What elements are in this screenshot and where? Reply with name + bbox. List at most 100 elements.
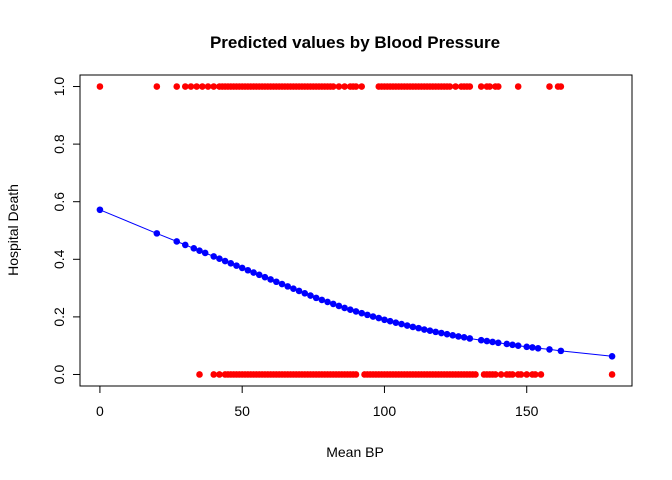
predicted-point bbox=[255, 271, 263, 279]
predicted-point bbox=[284, 283, 292, 290]
predicted-point bbox=[455, 333, 462, 340]
x-axis: 0 50 100 150 bbox=[96, 385, 539, 419]
predicted-point bbox=[449, 332, 457, 339]
observed-death-point bbox=[557, 83, 565, 90]
predicted-point bbox=[415, 324, 422, 332]
predicted-point bbox=[261, 273, 269, 281]
predicted-point bbox=[233, 262, 240, 269]
observed-survival-point bbox=[210, 371, 218, 378]
plot-frame bbox=[79, 74, 633, 387]
predicted-point bbox=[420, 326, 428, 333]
predicted-line bbox=[99, 209, 613, 357]
x-axis-label: Mean BP bbox=[326, 444, 384, 460]
predicted-point bbox=[534, 344, 542, 352]
predicted-point bbox=[190, 245, 198, 252]
predicted-point bbox=[307, 292, 314, 299]
x-tick-label: 50 bbox=[234, 403, 250, 419]
observed-survival-point bbox=[523, 371, 531, 378]
predicted-point bbox=[443, 330, 451, 338]
observed-survival-point bbox=[216, 371, 223, 378]
predicted-point bbox=[301, 289, 309, 297]
predicted-point bbox=[267, 276, 274, 283]
observed-survival-point bbox=[472, 371, 479, 378]
predicted-point bbox=[278, 280, 286, 288]
predicted-point bbox=[426, 327, 434, 335]
observed-death-point bbox=[173, 83, 181, 90]
observed-death-point bbox=[329, 83, 337, 90]
observed-death-point bbox=[341, 83, 348, 90]
predicted-point bbox=[438, 329, 445, 337]
predicted-point bbox=[318, 296, 326, 304]
observed-death-point bbox=[452, 83, 459, 90]
predicted-point bbox=[529, 344, 536, 351]
predicted-point bbox=[364, 311, 371, 319]
observed-death-point bbox=[335, 83, 343, 90]
predicted-point bbox=[392, 319, 400, 326]
observed-survival-point bbox=[509, 371, 516, 378]
y-tick-label: 0.0 bbox=[51, 365, 67, 385]
x-tick-label: 100 bbox=[373, 403, 397, 419]
observed-death-point bbox=[466, 83, 474, 90]
observed-death-point bbox=[204, 83, 212, 90]
predicted-point bbox=[477, 336, 485, 344]
predicted-point bbox=[386, 317, 394, 325]
plot-box bbox=[79, 74, 633, 387]
observed-death-point bbox=[446, 83, 454, 90]
predicted-point bbox=[514, 342, 522, 349]
observed-death-point bbox=[494, 83, 502, 90]
observed-death-point bbox=[210, 83, 218, 90]
y-tick-label: 0.4 bbox=[51, 249, 67, 269]
predicted-point bbox=[358, 309, 365, 317]
predicted-point bbox=[494, 339, 502, 347]
predicted-line-path bbox=[99, 209, 613, 357]
y-tick-label: 1.0 bbox=[51, 77, 67, 97]
predicted-point bbox=[290, 285, 297, 292]
observed-survival-point bbox=[492, 371, 499, 378]
observed-survival-point bbox=[608, 371, 616, 378]
predicted-point bbox=[546, 346, 553, 353]
observed-survival-point bbox=[531, 371, 539, 378]
predicted-point bbox=[196, 247, 203, 254]
x-tick-label: 150 bbox=[515, 403, 539, 419]
predicted-point bbox=[489, 338, 496, 346]
predicted-point bbox=[181, 241, 189, 249]
predicted-point bbox=[324, 298, 331, 306]
predicted-point bbox=[153, 230, 161, 237]
predicted-point bbox=[347, 306, 354, 313]
predicted-point bbox=[375, 314, 383, 322]
observed-death-point bbox=[193, 83, 200, 90]
observed-death-point bbox=[514, 83, 522, 90]
observed-survival-point bbox=[497, 371, 505, 378]
predicted-point bbox=[369, 313, 377, 320]
predicted-point bbox=[557, 347, 565, 355]
observed-death-point bbox=[352, 83, 360, 90]
observed-death-point bbox=[199, 83, 206, 90]
observed-survival-point bbox=[537, 371, 545, 378]
predicted-point bbox=[608, 353, 616, 360]
predicted-point bbox=[483, 337, 491, 345]
y-axis-label: Hospital Death bbox=[5, 184, 21, 276]
predicted-point bbox=[523, 343, 531, 351]
observed-survival-point bbox=[352, 371, 360, 378]
predicted-point bbox=[403, 322, 411, 329]
predicted-point bbox=[273, 278, 280, 286]
observed-death-point bbox=[477, 83, 485, 90]
observed-death-point bbox=[96, 83, 104, 90]
observed-death-point bbox=[181, 83, 189, 90]
y-tick-label: 0.6 bbox=[51, 192, 67, 212]
observed-death-point bbox=[358, 83, 365, 90]
predicted-point bbox=[201, 249, 209, 257]
observed-death-point bbox=[187, 83, 195, 90]
predicted-point bbox=[509, 341, 516, 349]
observed-survival-point bbox=[196, 371, 203, 378]
predicted-point bbox=[381, 316, 388, 324]
predicted-point bbox=[312, 294, 320, 302]
observed-death-point bbox=[546, 83, 553, 90]
predicted-point bbox=[210, 253, 218, 260]
predicted-point bbox=[341, 304, 348, 312]
y-axis: 0.0 0.2 0.4 0.6 0.8 1.0 bbox=[51, 77, 81, 385]
y-tick-label: 0.8 bbox=[51, 134, 67, 154]
predicted-point bbox=[244, 266, 252, 274]
predicted-point bbox=[398, 320, 405, 328]
points-layer bbox=[96, 83, 616, 378]
